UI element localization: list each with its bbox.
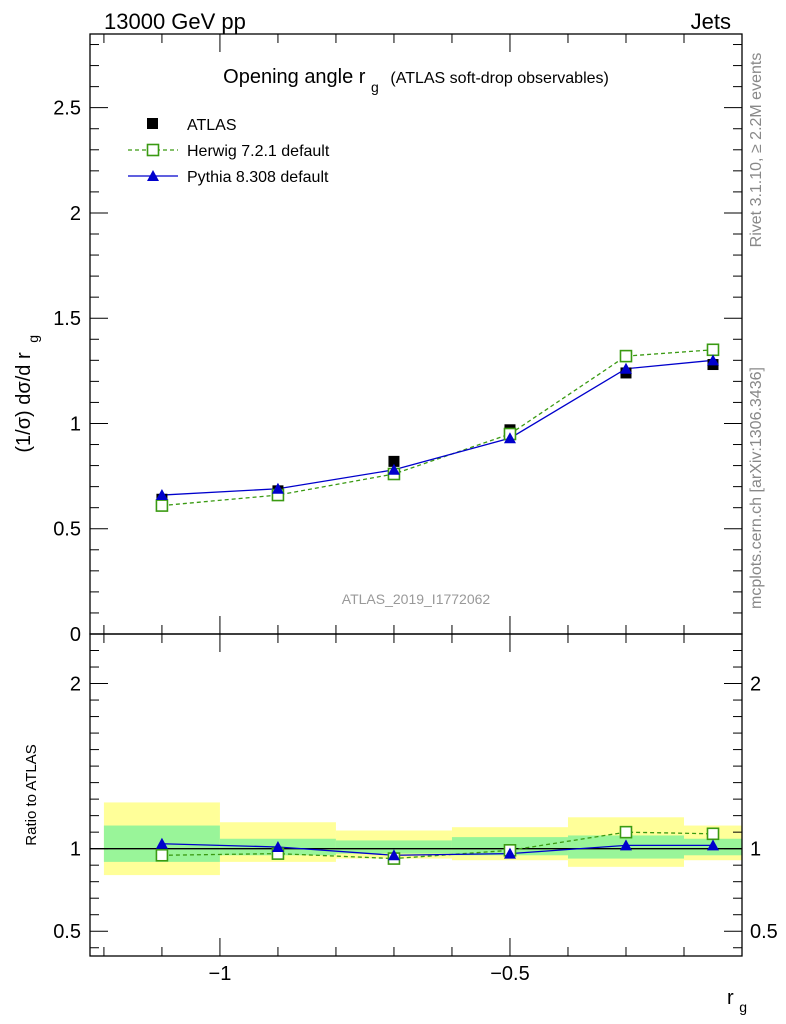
pythia-ratio-point — [503, 847, 516, 859]
legend-label-herwig: Herwig 7.2.1 default — [187, 143, 330, 160]
pythia-ratio-point — [619, 839, 632, 851]
header-right: Jets — [691, 9, 731, 34]
pythia-ratio-point — [706, 839, 719, 851]
pythia-line — [161, 359, 714, 496]
ratio-y-tick-label: 1 — [70, 839, 81, 861]
legend-label-pythia: Pythia 8.308 default — [187, 169, 329, 186]
x-axis-label-text: r — [727, 987, 734, 1009]
title-main: Opening angle r — [223, 66, 366, 88]
ratio-y-ticks: 0.5 0.5 1 1 2 2 — [53, 650, 778, 949]
analysis-watermark: ATLAS_2019_I1772062 — [342, 591, 491, 607]
ratio-y-tick-label-right: 2 — [750, 674, 761, 696]
pythia-point — [706, 354, 719, 366]
legend-label-atlas: ATLAS — [187, 117, 237, 134]
herwig-point — [155, 499, 169, 512]
ratio-series-marks — [155, 825, 720, 865]
herwig-ratio-point — [706, 827, 720, 841]
title-sub: g — [371, 79, 379, 95]
mcplots-label: mcplots.cern.ch [arXiv:1306.3436] — [748, 367, 765, 609]
legend-marker-herwig — [146, 143, 160, 157]
x-axis-label: r g — [727, 987, 747, 1015]
ratio-y-tick-label: 2 — [70, 674, 81, 696]
legend-marker-pythia — [147, 170, 159, 181]
x-tick-label: −0.5 — [490, 963, 529, 985]
y-tick-label: 0.5 — [53, 519, 81, 541]
chart-title: Opening angle r g (ATLAS soft-drop obser… — [223, 66, 609, 97]
main-y-ticks: 0 0.5 1 1.5 2 2.5 — [53, 44, 742, 646]
main-panel: 0 0.5 1 1.5 2 2.5 — [53, 33, 743, 646]
title-rest: (ATLAS soft-drop observables) — [390, 70, 608, 87]
y-tick-label: 1.5 — [53, 308, 81, 330]
atlas-point — [388, 455, 400, 467]
main-series-marks — [155, 343, 720, 512]
x-tick-label: −1 — [209, 963, 232, 985]
ratio-bands — [90, 802, 742, 876]
header-left: 13000 GeV pp — [104, 9, 246, 34]
pythia-point — [271, 482, 284, 494]
legend-marker-atlas — [147, 118, 158, 129]
pythia-point — [155, 489, 168, 501]
x-axis-label-sub: g — [739, 999, 747, 1015]
ratio-frame — [89, 633, 743, 957]
herwig-ratio-point — [155, 848, 169, 862]
ratio-y-tick-label: 0.5 — [53, 921, 81, 943]
y-tick-label: 0 — [70, 624, 81, 646]
legend: ATLAS Herwig 7.2.1 default Pythia 8.308 … — [128, 117, 330, 186]
pythia-point — [619, 362, 632, 374]
pythia-ratio-point — [387, 849, 400, 861]
main-ylabel: (1/σ) dσ/d r g — [13, 335, 41, 453]
pythia-point — [387, 463, 400, 475]
pythia-ratio-line — [161, 843, 713, 856]
pythia-ratio-point — [155, 837, 168, 849]
y-tick-label: 1 — [70, 413, 81, 435]
herwig-point — [619, 349, 633, 363]
main-series-lines — [161, 349, 714, 507]
herwig-point — [706, 343, 720, 357]
herwig-ratio-point — [619, 825, 633, 839]
pythia-point — [503, 432, 516, 444]
main-ylabel-sub: g — [25, 335, 41, 343]
ratio-panel: 0.5 0.5 1 1 2 2 — [53, 633, 778, 957]
rivet-label: Rivet 3.1.10, ≥ 2.2M events — [748, 53, 765, 248]
main-ylabel-text: (1/σ) dσ/d r — [13, 352, 35, 453]
y-tick-label: 2.5 — [53, 98, 81, 120]
ratio-y-tick-label-right: 0.5 — [750, 921, 778, 943]
ratio-series-lines — [161, 831, 714, 860]
y-tick-label: 2 — [70, 203, 81, 225]
ratio-y-tick-label-right: 1 — [750, 839, 761, 861]
pythia-ratio-point — [271, 841, 284, 853]
ratio-ylabel: Ratio to ATLAS — [23, 744, 40, 845]
x-axis-ticks: −1 −0.5 — [103, 34, 743, 985]
ratio-band-inner — [335, 840, 452, 854]
